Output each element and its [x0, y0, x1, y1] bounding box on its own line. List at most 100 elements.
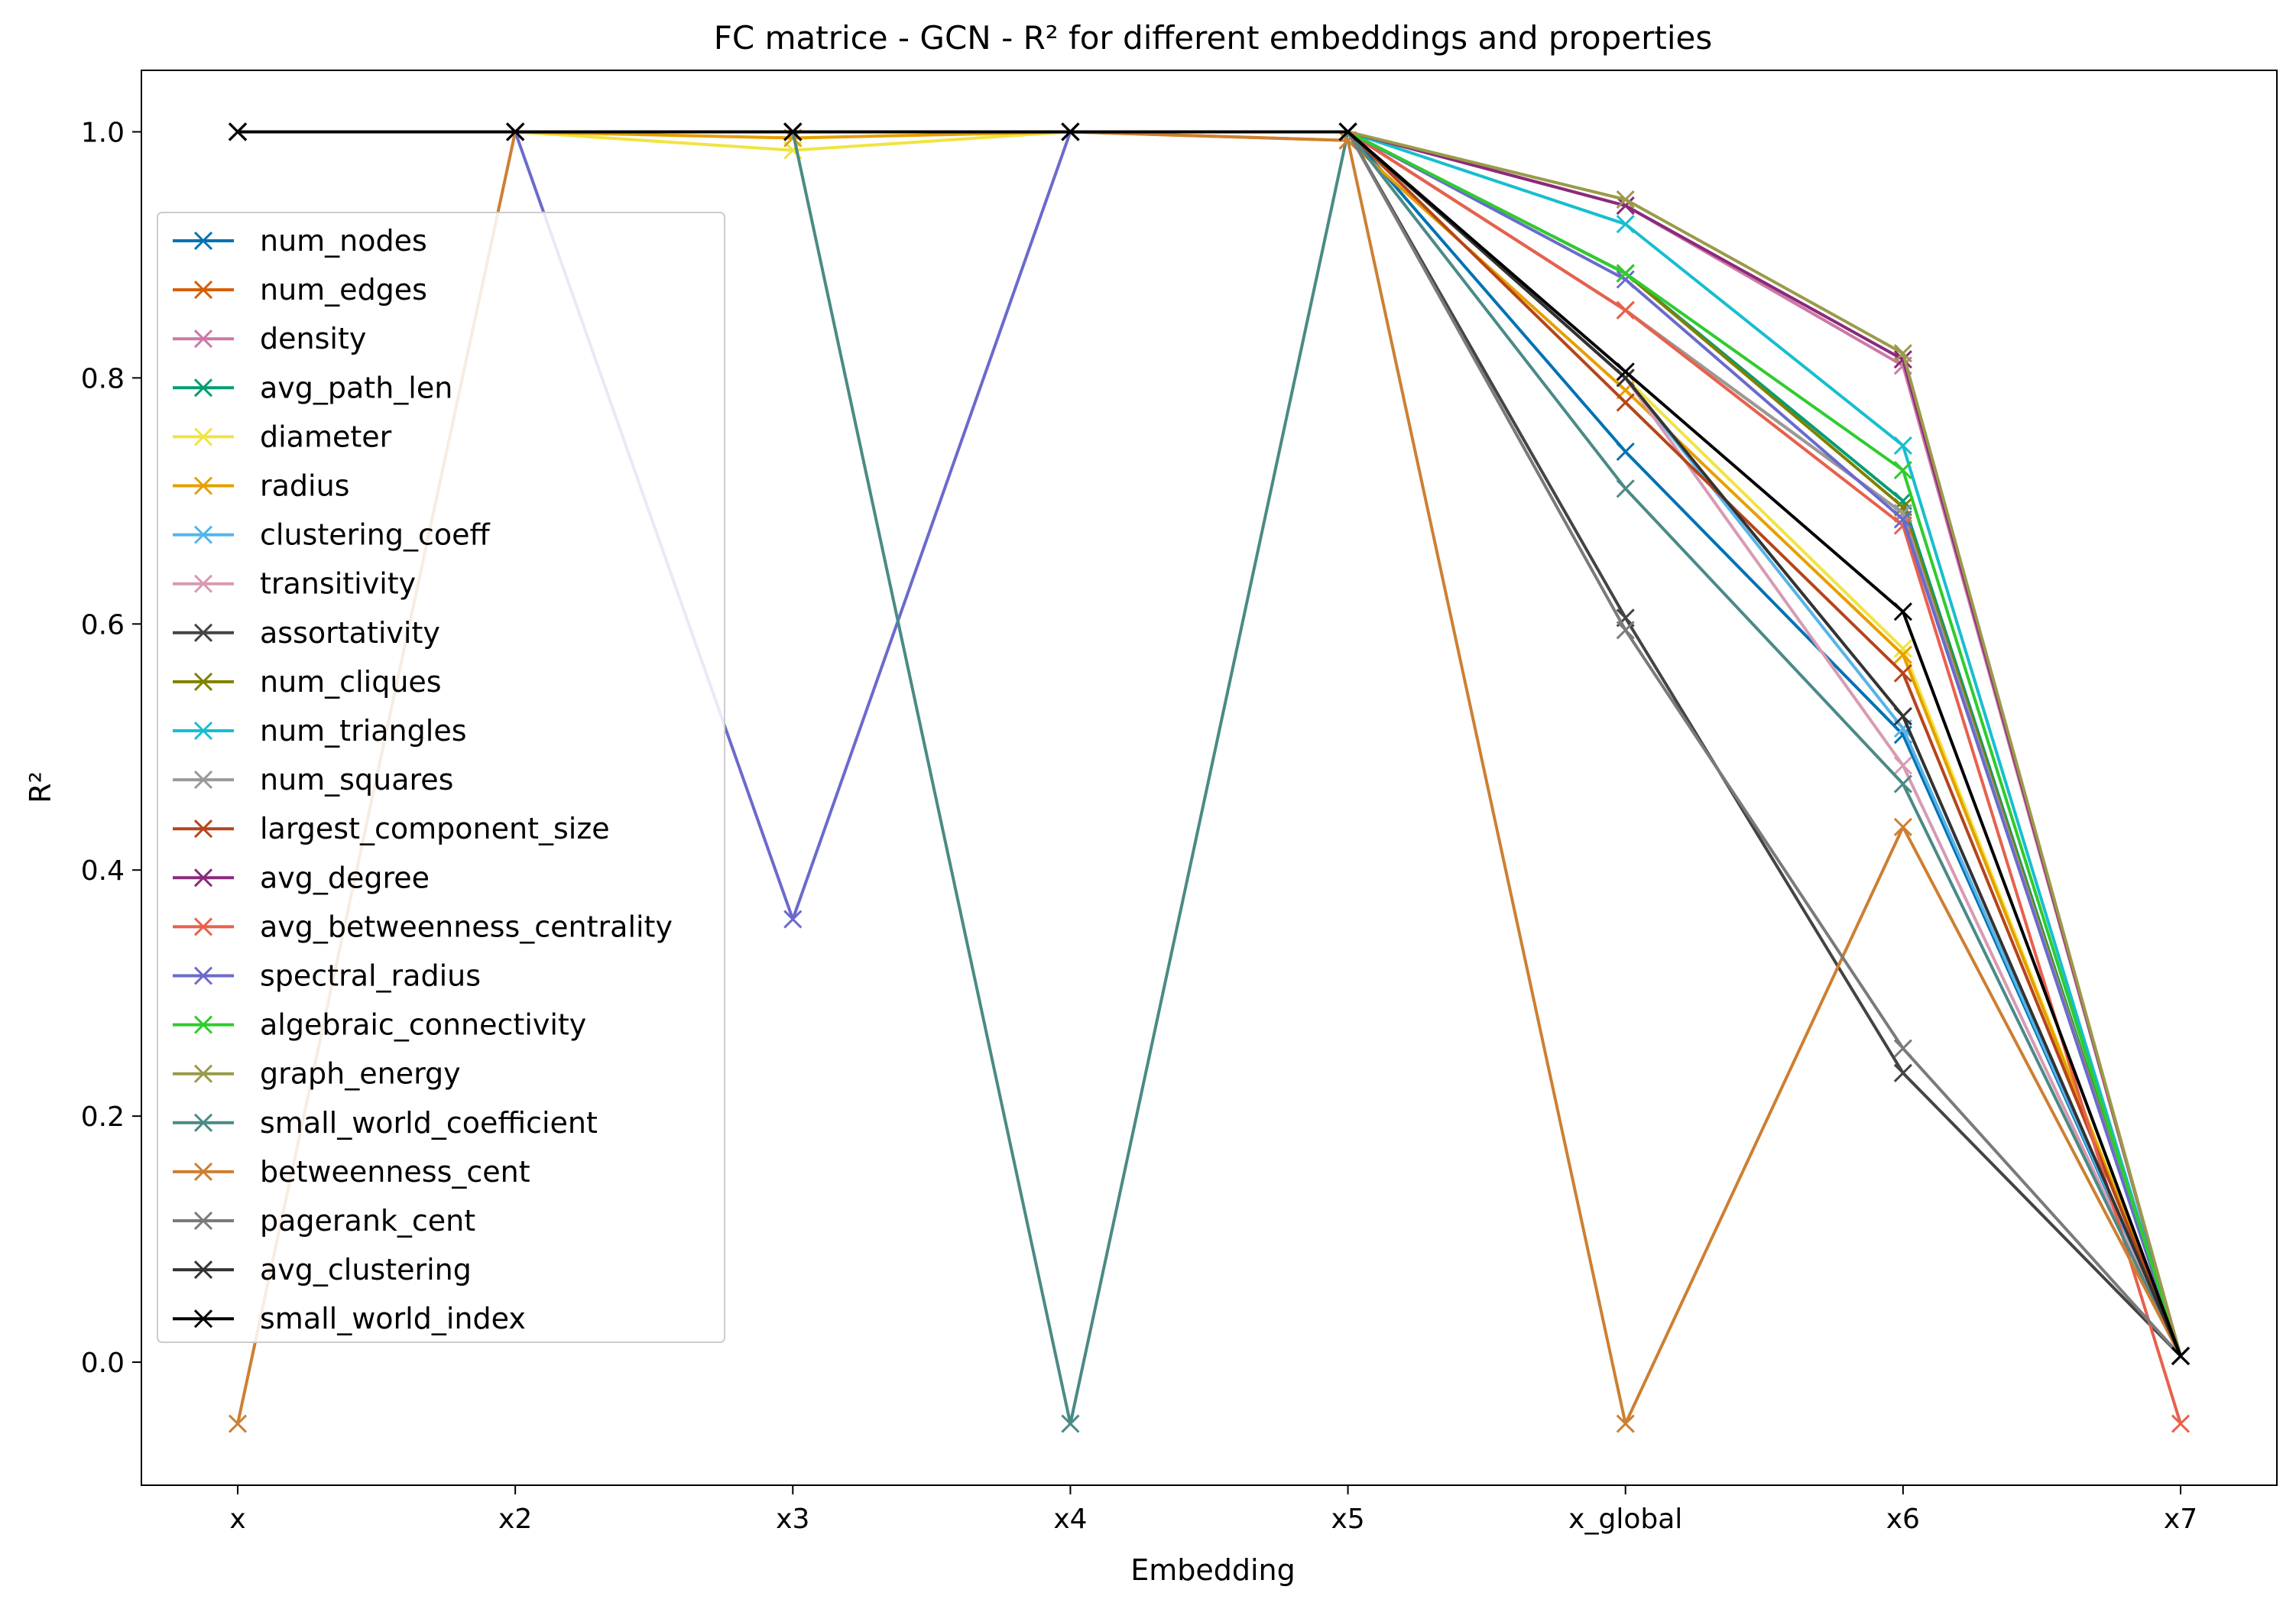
data-point [1616, 1414, 1635, 1433]
data-point [1338, 122, 1357, 141]
series-small-world-index [228, 122, 2191, 1366]
x-axis-label: Embedding [1130, 1553, 1296, 1587]
legend-marker [193, 281, 213, 300]
legend-item: avg_betweenness_centrality [173, 910, 673, 943]
legend-label: transitivity [260, 567, 416, 601]
data-point [1616, 362, 1635, 381]
legend-label: avg_path_len [260, 371, 452, 404]
x-tick-label: x [229, 1504, 245, 1535]
legend-label: betweenness_cent [260, 1155, 530, 1189]
x-axis: x x2 x3 x4 x5 x_global x6 x7 [229, 1485, 2197, 1535]
legend-label: assortativity [260, 616, 440, 650]
x-tick-label: x_global [1568, 1504, 1682, 1535]
data-point [1616, 300, 1635, 320]
data-point [1061, 1414, 1080, 1433]
legend-item: num_edges [173, 273, 427, 307]
data-point [783, 122, 803, 141]
legend-label: algebraic_connectivity [260, 1008, 586, 1042]
legend-item: num_triangles [173, 714, 467, 748]
legend-item: graph_energy [173, 1057, 461, 1091]
y-tick-label: 0.4 [81, 855, 125, 887]
legend-marker [193, 1113, 213, 1132]
legend-label: avg_betweenness_centrality [260, 910, 673, 943]
data-point [1616, 393, 1635, 412]
x-tick-label: x7 [2164, 1504, 2197, 1535]
legend-item: radius [173, 469, 349, 503]
data-point [228, 122, 248, 141]
legend-item: algebraic_connectivity [173, 1008, 586, 1042]
data-point [1893, 663, 1912, 683]
legend-marker [193, 1015, 213, 1034]
legend-item: pagerank_cent [173, 1204, 475, 1238]
legend-marker [193, 917, 213, 936]
data-point [1616, 190, 1635, 209]
data-point [1893, 1063, 1912, 1082]
legend-marker [193, 623, 213, 642]
data-point [1893, 510, 1912, 529]
legend-item: spectral_radius [173, 959, 481, 993]
y-axis-label: R² [24, 771, 57, 803]
data-point [1893, 1039, 1912, 1058]
legend-marker [193, 1211, 213, 1231]
legend-marker [193, 525, 213, 544]
data-point [1893, 756, 1912, 775]
legend-label: clustering_coeff [260, 518, 491, 552]
y-tick-label: 0.2 [81, 1101, 125, 1133]
data-point [1061, 122, 1080, 141]
legend-marker [193, 329, 213, 349]
data-point [1893, 461, 1912, 480]
legend-label: num_nodes [260, 224, 427, 258]
data-point [783, 910, 803, 929]
legend-marker [193, 1162, 213, 1181]
legend-item: num_squares [173, 763, 453, 797]
legend-marker [193, 1260, 213, 1280]
legend-item: largest_component_size [173, 812, 610, 845]
data-point [1616, 215, 1635, 234]
legend-item: clustering_coeff [173, 518, 491, 552]
data-point [1893, 602, 1912, 621]
legend-item: avg_clustering [173, 1253, 472, 1286]
chart-title: FC matrice - GCN - R² for different embe… [714, 19, 1712, 57]
series-line [238, 130, 2182, 1357]
legend-marker [193, 672, 213, 691]
legend-label: small_world_coefficient [260, 1106, 598, 1140]
legend-marker [193, 427, 213, 446]
legend-label: small_world_index [260, 1302, 526, 1335]
legend-label: pagerank_cent [260, 1204, 475, 1238]
legend-marker [193, 868, 213, 887]
data-point [1616, 196, 1635, 216]
legend-marker [193, 966, 213, 985]
legend-label: spectral_radius [260, 959, 481, 993]
x-tick-label: x5 [1331, 1504, 1364, 1535]
legend-label: density [260, 322, 366, 355]
legend-label: num_edges [260, 273, 427, 307]
y-tick-label: 1.0 [81, 117, 125, 148]
legend-item: density [173, 322, 366, 355]
data-point [1893, 706, 1912, 726]
legend-item: transitivity [173, 567, 416, 601]
data-point [1616, 270, 1635, 289]
legend-item: diameter [173, 420, 392, 453]
legend-label: avg_degree [260, 861, 430, 894]
legend-label: diameter [260, 420, 392, 453]
legend-label: num_cliques [260, 665, 442, 699]
data-point [1616, 479, 1635, 498]
y-tick-label: 0.8 [81, 363, 125, 394]
legend-marker [193, 231, 213, 251]
legend-marker [193, 771, 213, 790]
legend-item: avg_degree [173, 861, 430, 894]
data-point [1893, 350, 1912, 369]
y-tick-label: 0.6 [81, 609, 125, 641]
x-tick-label: x3 [776, 1504, 809, 1535]
y-axis: 0.0 0.2 0.4 0.6 0.8 1.0 [81, 117, 141, 1379]
x-tick-label: x4 [1053, 1504, 1087, 1535]
data-point [1616, 368, 1635, 388]
x-tick-label: x2 [498, 1504, 532, 1535]
legend-item: assortativity [173, 616, 440, 650]
data-point [2171, 1346, 2191, 1366]
data-point [2171, 1414, 2191, 1433]
legend-marker [193, 721, 213, 741]
legend-item: small_world_coefficient [173, 1106, 598, 1140]
legend-label: graph_energy [260, 1057, 461, 1091]
